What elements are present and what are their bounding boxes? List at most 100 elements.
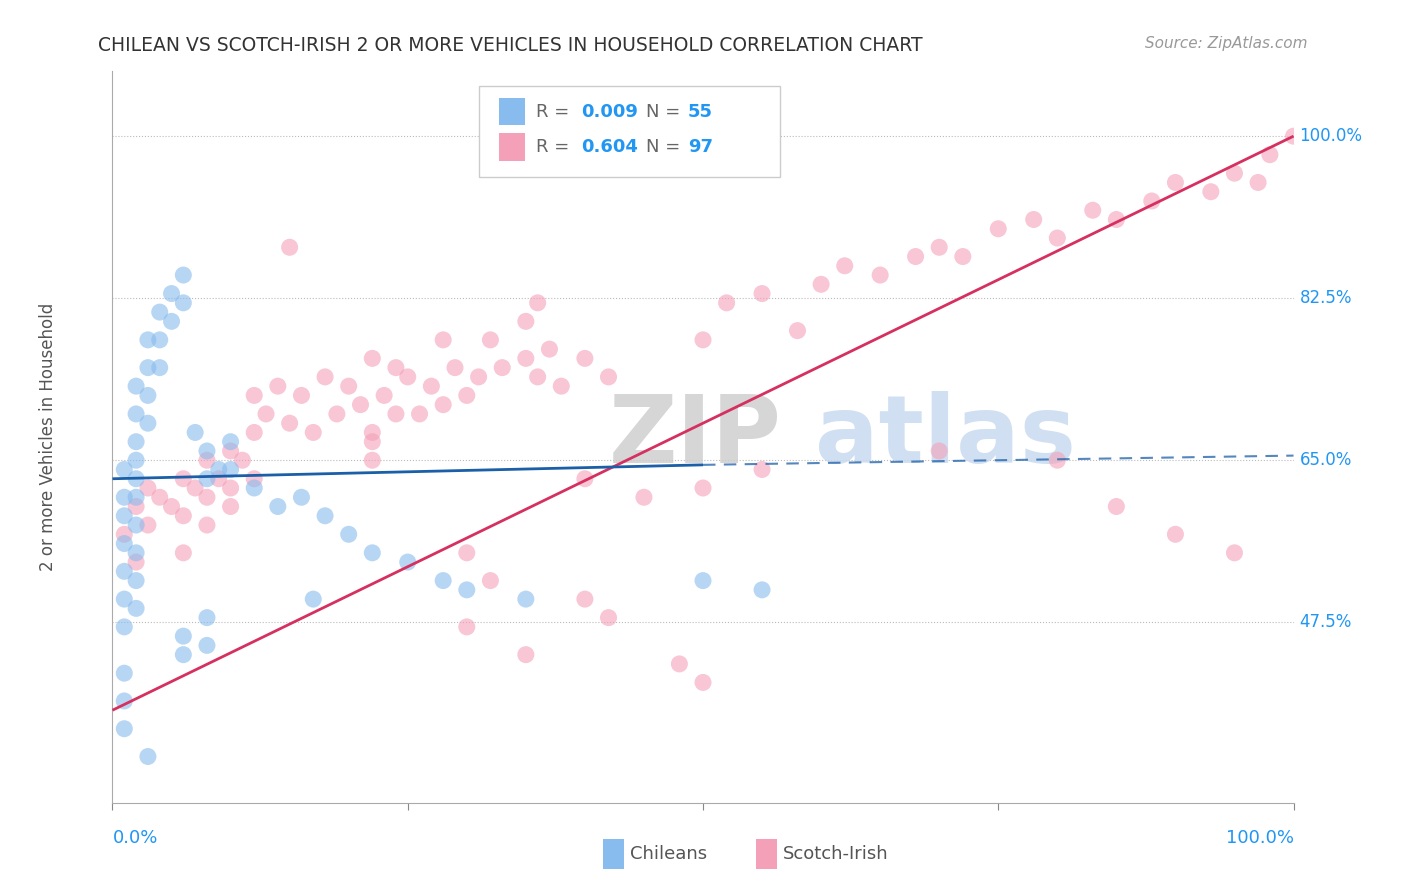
Point <box>136 333 159 347</box>
Point <box>112 462 135 476</box>
Point <box>136 388 159 402</box>
Point <box>172 508 194 523</box>
Point <box>326 407 349 421</box>
Text: R =: R = <box>537 137 575 156</box>
Point <box>751 462 773 476</box>
Point <box>125 546 148 560</box>
FancyBboxPatch shape <box>603 839 624 869</box>
Text: ZIP: ZIP <box>609 391 782 483</box>
Point <box>125 500 148 514</box>
Point <box>112 666 135 681</box>
Point <box>786 324 808 338</box>
Point <box>290 490 312 504</box>
Point <box>574 351 596 366</box>
Point <box>952 250 974 264</box>
Point <box>869 268 891 282</box>
Point <box>396 370 419 384</box>
Point <box>243 425 266 440</box>
Point <box>432 333 454 347</box>
Point <box>432 574 454 588</box>
Point <box>1247 176 1270 190</box>
Point <box>219 500 242 514</box>
Point <box>136 416 159 430</box>
Point <box>515 351 537 366</box>
Point <box>1022 212 1045 227</box>
Point <box>1046 231 1069 245</box>
Point <box>160 500 183 514</box>
Point <box>208 472 231 486</box>
Text: N =: N = <box>647 103 686 120</box>
Point <box>125 379 148 393</box>
Point <box>219 444 242 458</box>
Point <box>456 620 478 634</box>
Point <box>432 398 454 412</box>
Point <box>1164 176 1187 190</box>
Point <box>125 407 148 421</box>
Point <box>125 574 148 588</box>
Point <box>538 342 561 356</box>
FancyBboxPatch shape <box>499 98 524 126</box>
Point <box>172 268 194 282</box>
Point <box>267 500 290 514</box>
Point <box>243 481 266 495</box>
Point <box>195 490 218 504</box>
Text: 82.5%: 82.5% <box>1299 289 1353 307</box>
Point <box>1140 194 1163 208</box>
Point <box>219 462 242 476</box>
Point <box>349 398 371 412</box>
Text: 100.0%: 100.0% <box>1226 829 1294 847</box>
Point <box>112 592 135 607</box>
Point <box>125 490 148 504</box>
Point <box>149 305 172 319</box>
Point <box>834 259 856 273</box>
Text: N =: N = <box>647 137 686 156</box>
Text: 55: 55 <box>688 103 713 120</box>
Text: 100.0%: 100.0% <box>1299 128 1362 145</box>
Point <box>1081 203 1104 218</box>
Text: 97: 97 <box>688 137 713 156</box>
Point <box>479 333 502 347</box>
Point <box>526 370 548 384</box>
Point <box>1223 166 1246 180</box>
Point <box>396 555 419 569</box>
Point <box>231 453 253 467</box>
Text: Chileans: Chileans <box>630 845 707 863</box>
Point <box>574 592 596 607</box>
Point <box>1223 546 1246 560</box>
Point <box>243 472 266 486</box>
Point <box>987 221 1010 235</box>
Point <box>160 314 183 328</box>
Point <box>598 610 620 624</box>
Point <box>219 434 242 449</box>
Point <box>136 481 159 495</box>
Point <box>928 444 950 458</box>
Point <box>112 565 135 579</box>
Point <box>692 675 714 690</box>
Point <box>195 472 218 486</box>
Point <box>314 508 336 523</box>
Point <box>373 388 395 402</box>
Point <box>314 370 336 384</box>
Point <box>172 472 194 486</box>
Point <box>716 295 738 310</box>
FancyBboxPatch shape <box>478 86 780 178</box>
Point <box>1282 129 1305 144</box>
Point <box>574 472 596 486</box>
Point <box>195 610 218 624</box>
Point <box>456 388 478 402</box>
Text: 2 or more Vehicles in Household: 2 or more Vehicles in Household <box>38 303 56 571</box>
Text: 0.0%: 0.0% <box>112 829 157 847</box>
Point <box>515 648 537 662</box>
Text: Scotch-Irish: Scotch-Irish <box>783 845 889 863</box>
Point <box>195 639 218 653</box>
Point <box>408 407 430 421</box>
Text: atlas: atlas <box>815 391 1076 483</box>
Point <box>361 425 384 440</box>
Point <box>172 648 194 662</box>
FancyBboxPatch shape <box>499 133 524 161</box>
Point <box>184 481 207 495</box>
Point <box>550 379 572 393</box>
Point <box>385 360 408 375</box>
Text: Source: ZipAtlas.com: Source: ZipAtlas.com <box>1144 36 1308 51</box>
Point <box>456 582 478 597</box>
